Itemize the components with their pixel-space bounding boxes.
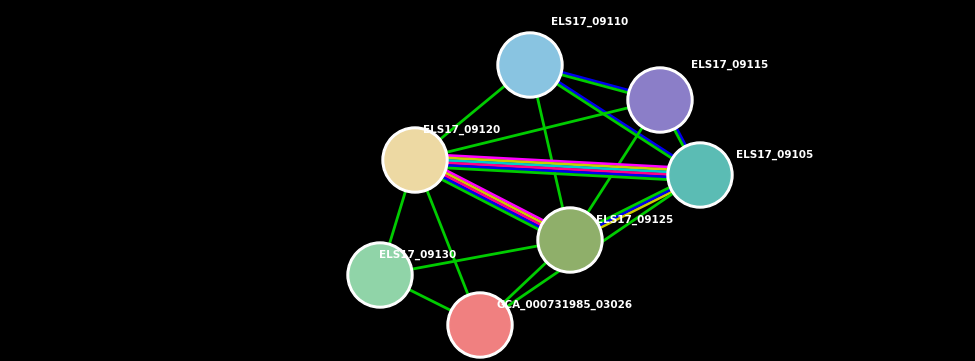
- Circle shape: [500, 35, 560, 95]
- Text: ELS17_09130: ELS17_09130: [379, 250, 456, 260]
- Text: ELS17_09115: ELS17_09115: [691, 60, 768, 70]
- Circle shape: [385, 130, 445, 190]
- Circle shape: [497, 32, 563, 98]
- Circle shape: [347, 242, 413, 308]
- Text: ELS17_09120: ELS17_09120: [423, 125, 500, 135]
- Text: GCA_000731985_03026: GCA_000731985_03026: [497, 300, 633, 310]
- Circle shape: [670, 145, 730, 205]
- Circle shape: [450, 295, 510, 355]
- Circle shape: [627, 67, 693, 133]
- Circle shape: [382, 127, 448, 193]
- Circle shape: [350, 245, 410, 305]
- Text: ELS17_09110: ELS17_09110: [552, 17, 629, 27]
- Circle shape: [447, 292, 513, 358]
- Text: ELS17_09125: ELS17_09125: [597, 215, 674, 225]
- Circle shape: [667, 142, 733, 208]
- Circle shape: [537, 207, 603, 273]
- Circle shape: [540, 210, 600, 270]
- Text: ELS17_09105: ELS17_09105: [736, 150, 813, 160]
- Circle shape: [630, 70, 690, 130]
